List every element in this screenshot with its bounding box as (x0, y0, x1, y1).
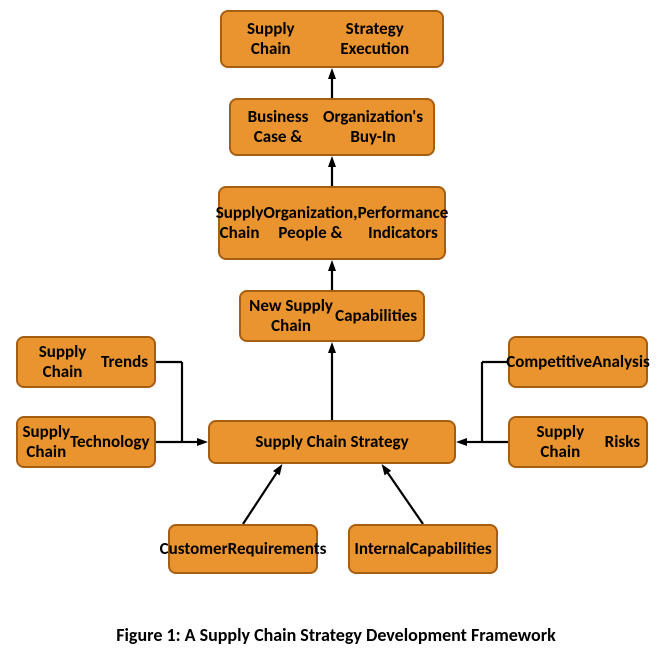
node-comp: CompetitiveAnalysis (508, 336, 648, 388)
node-intcap: InternalCapabilities (348, 524, 498, 574)
node-buyin: Business Case &Organization's Buy-In (229, 98, 435, 156)
node-risks: Supply ChainRisks (508, 416, 648, 468)
figure-caption: Figure 1: A Supply Chain Strategy Develo… (0, 624, 672, 646)
node-cust: CustomerRequirements (168, 524, 318, 574)
node-trends: Supply ChainTrends (16, 336, 156, 388)
node-exec: Supply ChainStrategy Execution (220, 10, 444, 68)
node-newcap: New Supply ChainCapabilities (239, 290, 425, 342)
diagram-stage: Figure 1: A Supply Chain Strategy Develo… (0, 0, 672, 670)
node-tech: Supply ChainTechnology (16, 416, 156, 468)
node-org: Supply ChainOrganization, People &Perfor… (218, 186, 446, 260)
node-strategy: Supply Chain Strategy (208, 420, 456, 464)
